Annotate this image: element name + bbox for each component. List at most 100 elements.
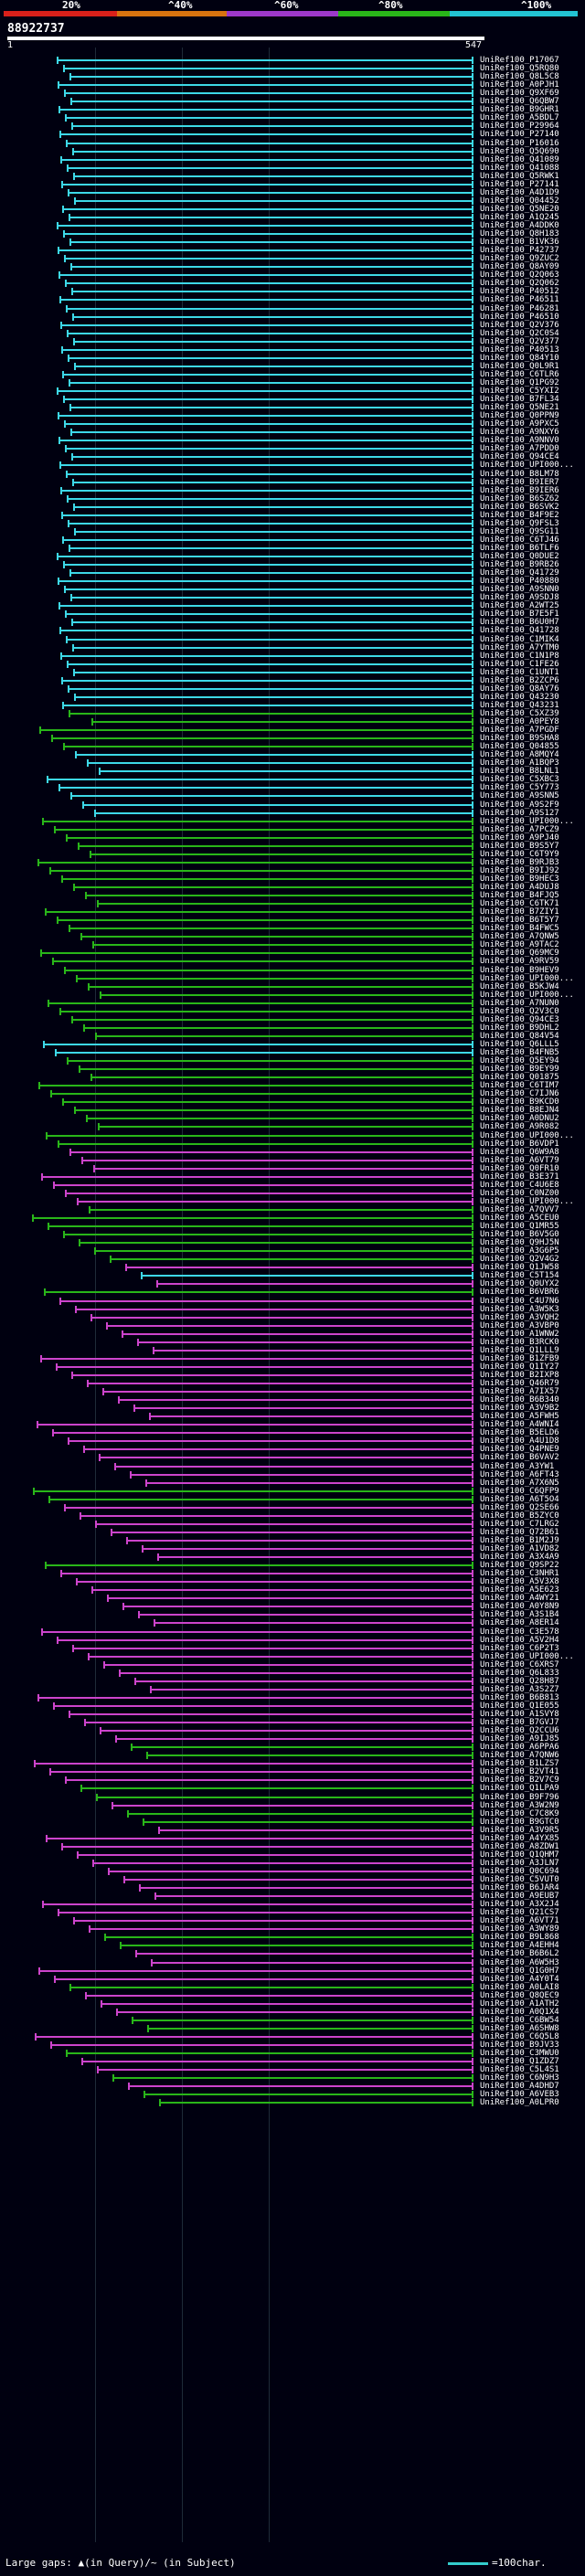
hit-label[interactable]: UniRef100_Q2SE66 (480, 1502, 559, 1512)
hit-row[interactable]: UniRef100_Q69MC9 (0, 949, 585, 958)
hit-label[interactable]: UniRef100_Q2V377 (480, 336, 559, 346)
hit-row[interactable]: UniRef100_P40513 (0, 345, 585, 355)
hit-row[interactable]: UniRef100_Q9FSL3 (0, 519, 585, 528)
hit-label[interactable]: UniRef100_A7PCZ9 (480, 824, 559, 834)
hit-row[interactable]: UniRef100_B9S5Y7 (0, 842, 585, 851)
hit-row[interactable]: UniRef100_B9GTC0 (0, 1818, 585, 1827)
hit-row[interactable]: UniRef100_C6Q5L8 (0, 2031, 585, 2041)
hit-row[interactable]: UniRef100_B7FL34 (0, 395, 585, 404)
hit-row[interactable]: UniRef100_A4Y0T4 (0, 1974, 585, 1984)
hit-label[interactable]: UniRef100_Q1MR55 (480, 1222, 559, 1232)
hit-label[interactable]: UniRef100_C6BW54 (480, 2015, 559, 2025)
hit-label[interactable]: UniRef100_C6Q5L8 (480, 2031, 559, 2041)
hit-row[interactable]: UniRef100_B6SVK2 (0, 502, 585, 512)
hit-row[interactable]: UniRef100_A4DDK0 (0, 221, 585, 230)
hit-row[interactable]: UniRef100_Q5EY94 (0, 1056, 585, 1065)
hit-row[interactable]: UniRef100_P46511 (0, 295, 585, 304)
hit-row[interactable]: UniRef100_A9SDJ8 (0, 593, 585, 602)
hit-row[interactable]: UniRef100_A7X6N5 (0, 1479, 585, 1488)
hit-label[interactable]: UniRef100_UPI000... (480, 816, 574, 826)
hit-row[interactable]: UniRef100_Q2V3C0 (0, 1007, 585, 1016)
hit-label[interactable]: UniRef100_UPI000... (480, 461, 574, 471)
hit-label[interactable]: UniRef100_A6FT43 (480, 1469, 559, 1479)
hit-row[interactable]: UniRef100_A3W5K3 (0, 1305, 585, 1314)
hit-row[interactable]: UniRef100_A5V2H4 (0, 1636, 585, 1645)
hit-label[interactable]: UniRef100_A0LAI8 (480, 1982, 559, 1992)
hit-row[interactable]: UniRef100_P40880 (0, 577, 585, 587)
hit-row[interactable]: UniRef100_B1LZS7 (0, 1759, 585, 1768)
hit-label[interactable]: UniRef100_Q0DUE2 (480, 552, 559, 561)
hit-row[interactable]: UniRef100_A3V9R5 (0, 1826, 585, 1835)
hit-label[interactable]: UniRef100_P40880 (480, 577, 559, 587)
hit-label[interactable]: UniRef100_Q69MC9 (480, 949, 559, 959)
hit-row[interactable]: UniRef100_P27141 (0, 180, 585, 189)
hit-row[interactable]: UniRef100_B2IXP8 (0, 1371, 585, 1380)
hit-row[interactable]: UniRef100_B6VDP1 (0, 1140, 585, 1149)
hit-row[interactable]: UniRef100_B5ZYC0 (0, 1511, 585, 1521)
hit-row[interactable]: UniRef100_Q5NE21 (0, 403, 585, 412)
hit-row[interactable]: UniRef100_B4FWC5 (0, 924, 585, 934)
hit-row[interactable]: UniRef100_Q41088 (0, 164, 585, 173)
hit-label[interactable]: UniRef100_Q6W9A8 (480, 1147, 559, 1157)
hit-label[interactable]: UniRef100_A9R082 (480, 1122, 559, 1132)
hit-row[interactable]: UniRef100_Q0DUE2 (0, 552, 585, 561)
hit-label[interactable]: UniRef100_A6T5O4 (480, 1494, 559, 1504)
hit-label[interactable]: UniRef100_B4FWC5 (480, 924, 559, 934)
hit-label[interactable]: UniRef100_A3VBP0 (480, 1320, 559, 1330)
hit-label[interactable]: UniRef100_Q1LPA9 (480, 1784, 559, 1794)
hit-label[interactable]: UniRef100_C3E578 (480, 1627, 559, 1637)
hit-label[interactable]: UniRef100_Q2Q062 (480, 279, 559, 289)
hit-row[interactable]: UniRef100_B9GHR1 (0, 105, 585, 115)
hit-row[interactable]: UniRef100_Q8L5C8 (0, 72, 585, 81)
hit-row[interactable]: UniRef100_Q41728 (0, 626, 585, 635)
hit-label[interactable]: UniRef100_Q0L9R1 (480, 361, 559, 371)
hit-label[interactable]: UniRef100_Q9SP22 (480, 1561, 559, 1571)
hit-label[interactable]: UniRef100_C1UNT1 (480, 667, 559, 677)
hit-label[interactable]: UniRef100_B9GHR1 (480, 105, 559, 115)
hit-label[interactable]: UniRef100_A4DUJ8 (480, 883, 559, 892)
hit-label[interactable]: UniRef100_A3W2N9 (480, 1800, 559, 1810)
hit-label[interactable]: UniRef100_A9SNN5 (480, 791, 559, 801)
hit-row[interactable]: UniRef100_Q04855 (0, 742, 585, 751)
hit-row[interactable]: UniRef100_B9RJB3 (0, 857, 585, 867)
hit-label[interactable]: UniRef100_Q1ZDZ7 (480, 2057, 559, 2067)
hit-label[interactable]: UniRef100_Q6QBW7 (480, 97, 559, 107)
hit-row[interactable]: UniRef100_B2VT41 (0, 1767, 585, 1776)
hit-label[interactable]: UniRef100_UPI000... (480, 1130, 574, 1140)
hit-label[interactable]: UniRef100_Q1LLL9 (480, 1345, 559, 1355)
hit-label[interactable]: UniRef100_Q1JW58 (480, 1263, 559, 1273)
hit-row[interactable]: UniRef100_B8LNL1 (0, 767, 585, 776)
hit-row[interactable]: UniRef100_Q0C694 (0, 1867, 585, 1876)
hit-label[interactable]: UniRef100_B6TLF6 (480, 543, 559, 553)
hit-row[interactable]: UniRef100_A3S1B4 (0, 1610, 585, 1619)
hit-label[interactable]: UniRef100_C0NZ00 (480, 1188, 559, 1198)
hit-label[interactable]: UniRef100_A9S2F9 (480, 800, 559, 810)
hit-label[interactable]: UniRef100_B9DHL2 (480, 1023, 559, 1033)
hit-label[interactable]: UniRef100_C6N9H3 (480, 2073, 559, 2083)
hit-label[interactable]: UniRef100_A9RV59 (480, 957, 559, 967)
hit-label[interactable]: UniRef100_Q6LLL5 (480, 1039, 559, 1049)
hit-label[interactable]: UniRef100_Q2V4G2 (480, 1255, 559, 1265)
hit-label[interactable]: UniRef100_A4Y0T4 (480, 1974, 559, 1984)
hit-label[interactable]: UniRef100_B6JAR4 (480, 1883, 559, 1893)
hit-label[interactable]: UniRef100_A7YTM0 (480, 642, 559, 652)
hit-label[interactable]: UniRef100_B2ZCP6 (480, 675, 559, 685)
hit-row[interactable]: UniRef100_Q9XF69 (0, 89, 585, 98)
hit-label[interactable]: UniRef100_Q84V54 (480, 1031, 559, 1041)
hit-label[interactable]: UniRef100_B9RJB3 (480, 857, 559, 867)
hit-label[interactable]: UniRef100_A5CEU0 (480, 1214, 559, 1223)
hit-label[interactable]: UniRef100_B6SVK2 (480, 502, 559, 512)
hit-row[interactable]: UniRef100_A0PEY8 (0, 717, 585, 726)
hit-row[interactable]: UniRef100_B9EY99 (0, 1065, 585, 1074)
hit-row[interactable]: UniRef100_A4DUJ8 (0, 883, 585, 892)
hit-label[interactable]: UniRef100_Q9ZUC2 (480, 254, 559, 264)
hit-row[interactable]: UniRef100_A9S2F9 (0, 800, 585, 810)
hit-label[interactable]: UniRef100_P16016 (480, 138, 559, 148)
hit-label[interactable]: UniRef100_Q04452 (480, 196, 559, 206)
hit-row[interactable]: UniRef100_A0Q1X4 (0, 2008, 585, 2017)
hit-row[interactable]: UniRef100_A6T5O4 (0, 1494, 585, 1504)
hit-row[interactable]: UniRef100_B6B340 (0, 1395, 585, 1405)
hit-label[interactable]: UniRef100_Q5Q690 (480, 146, 559, 156)
hit-label[interactable]: UniRef100_B9KCD0 (480, 1097, 559, 1108)
hit-label[interactable]: UniRef100_A1SVY8 (480, 1710, 559, 1719)
